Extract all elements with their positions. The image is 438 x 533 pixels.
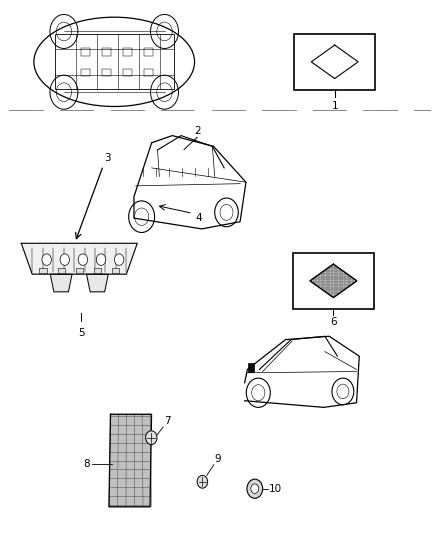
Text: 3: 3 xyxy=(104,153,111,163)
Circle shape xyxy=(146,431,157,445)
Circle shape xyxy=(197,475,208,488)
Text: 2: 2 xyxy=(194,126,201,136)
Bar xyxy=(81,48,91,56)
Circle shape xyxy=(247,479,263,498)
Bar xyxy=(55,34,173,90)
Bar xyxy=(144,48,153,56)
Circle shape xyxy=(42,254,51,265)
Bar xyxy=(248,363,254,372)
Bar xyxy=(293,253,374,309)
Bar xyxy=(144,69,153,76)
Bar xyxy=(123,48,132,56)
Polygon shape xyxy=(109,414,152,507)
Bar xyxy=(123,69,132,76)
Text: 8: 8 xyxy=(84,459,90,469)
Bar xyxy=(76,269,83,273)
Bar xyxy=(94,269,101,273)
Bar xyxy=(57,269,65,273)
Circle shape xyxy=(96,254,106,265)
Text: 1: 1 xyxy=(332,101,338,111)
Circle shape xyxy=(78,254,88,265)
Text: 4: 4 xyxy=(195,213,201,223)
Bar xyxy=(102,48,111,56)
Text: 10: 10 xyxy=(269,484,282,494)
Polygon shape xyxy=(87,274,108,292)
Circle shape xyxy=(60,254,70,265)
Text: 5: 5 xyxy=(78,328,85,337)
Circle shape xyxy=(251,484,259,494)
Circle shape xyxy=(114,254,124,265)
Bar xyxy=(294,34,375,90)
Bar xyxy=(112,269,119,273)
Bar xyxy=(81,69,91,76)
Text: 9: 9 xyxy=(215,454,221,464)
Polygon shape xyxy=(21,243,137,274)
Polygon shape xyxy=(50,274,72,292)
Bar xyxy=(39,269,47,273)
Polygon shape xyxy=(310,264,357,297)
Bar xyxy=(102,69,111,76)
Text: 7: 7 xyxy=(164,416,171,426)
Text: 6: 6 xyxy=(330,317,337,327)
